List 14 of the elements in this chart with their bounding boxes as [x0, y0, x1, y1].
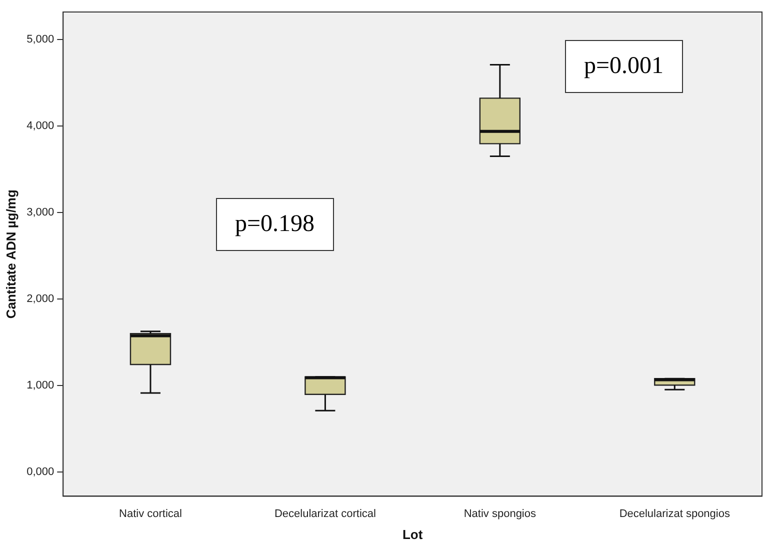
x-tick-label: Nativ spongios	[464, 508, 536, 520]
y-tick-label: 4,000	[26, 120, 54, 132]
x-axis-title: Lot	[402, 526, 424, 542]
y-tick-label: 2,000	[26, 293, 54, 306]
x-tick-label: Decelularizat cortical	[274, 508, 376, 520]
y-axis-title: Cantitate ADN µg/mg	[3, 190, 18, 319]
x-tick-label: Nativ cortical	[119, 508, 182, 520]
x-tick-label: Decelularizat spongios	[619, 508, 730, 520]
annotation: p=0.001	[565, 40, 683, 93]
y-tick-label: 0,000	[26, 466, 54, 478]
y-tick-label: 1,000	[26, 380, 54, 392]
y-tick-label: 5,000	[26, 34, 54, 46]
annotation: p=0.198	[216, 198, 334, 251]
y-tick-label: 3,000	[26, 206, 54, 219]
